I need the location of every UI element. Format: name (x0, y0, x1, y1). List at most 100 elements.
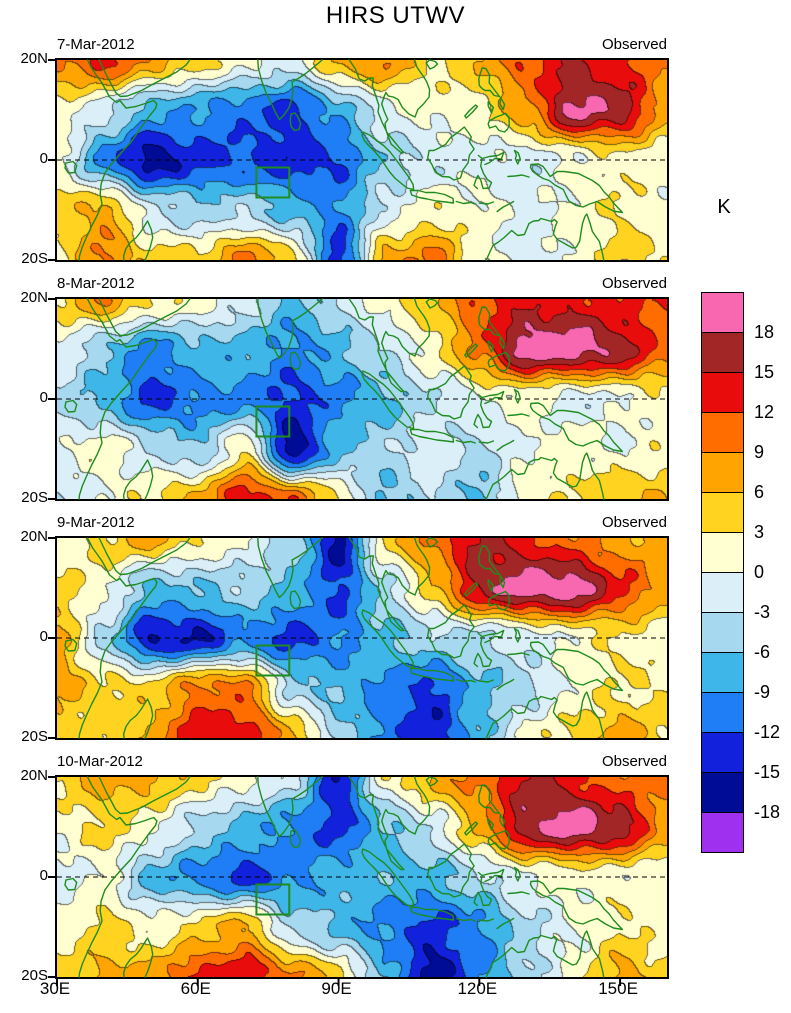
coastline-path (487, 579, 495, 592)
coastline-path (427, 604, 475, 659)
coastline-path (481, 390, 505, 405)
panel-observed-label: Observed (601, 275, 667, 292)
coastline-path (427, 126, 475, 181)
coastline-path (507, 174, 530, 178)
coastline-path (473, 632, 493, 668)
coastline-path (464, 821, 479, 836)
colorbar-cell (701, 532, 744, 573)
coastline-path (409, 906, 455, 921)
y-axis-tick-label: 20N (20, 528, 48, 545)
coastline-path (478, 918, 495, 922)
coastline-path (361, 370, 415, 430)
coastline-path (425, 298, 439, 309)
coastline-path (496, 439, 515, 452)
coastline-path (487, 590, 510, 611)
coastline-path (78, 537, 158, 739)
coastline-path (487, 101, 495, 114)
study-region-box (255, 405, 291, 438)
coastline-path (78, 298, 158, 500)
y-axis-tick-label: 0 (39, 867, 48, 884)
panel-date-label: 8-Mar-2012 (57, 275, 135, 292)
map-panel (48, 536, 669, 740)
coastline-path (409, 189, 455, 204)
coastline-path (487, 112, 510, 133)
coastline-path (122, 937, 154, 978)
map-panel (48, 297, 669, 501)
colorbar-tick-label: -6 (754, 642, 771, 662)
colorbar-cell (701, 292, 744, 333)
coastline-path (478, 201, 495, 205)
coastline-path (478, 545, 501, 576)
coastline-path (78, 776, 158, 978)
map-overlay (48, 298, 667, 500)
x-axis-tick-label: 150E (598, 979, 638, 998)
coastline-path (478, 679, 495, 683)
colorbar-cell (701, 732, 744, 773)
coastlines (64, 298, 624, 500)
coastline-path (487, 340, 495, 353)
colorbar-cell (701, 412, 744, 453)
coastline-path (361, 131, 415, 191)
panel-header: 7-Mar-2012 Observed (55, 36, 667, 56)
study-region-box (255, 166, 291, 199)
coastline-path (478, 440, 495, 444)
coastline-path (455, 439, 476, 444)
x-axis-tick-label: 120E (457, 979, 498, 998)
colorbar-tick-label: -3 (754, 602, 771, 622)
colorbar-tick-label: 15 (754, 362, 775, 382)
colorbar-cell (701, 452, 744, 493)
coastline-path (473, 871, 493, 907)
coastline-path (425, 537, 439, 548)
panel-date-label: 9-Mar-2012 (57, 514, 135, 531)
coastline-path (64, 638, 78, 652)
map-overlay (48, 776, 667, 986)
panel-observed-label: Observed (601, 514, 667, 531)
coastline-path (499, 813, 506, 828)
panel-date-label: 10-Mar-2012 (57, 753, 143, 770)
coastline-path (361, 848, 415, 908)
coastline-path (513, 388, 521, 404)
coastline-path (409, 667, 455, 682)
coastlines (64, 776, 624, 978)
y-axis-tick-label: 20N (20, 289, 48, 306)
y-axis-tick-label: 0 (39, 628, 48, 645)
coastline-path (455, 200, 476, 205)
y-axis-tick-label: 20S (21, 728, 48, 745)
panel-date-label: 7-Mar-2012 (57, 36, 135, 53)
coastline-path (409, 428, 455, 443)
coastline-path (98, 776, 191, 815)
x-axis-tick-label: 30E (39, 979, 71, 998)
coastline-path (529, 402, 624, 453)
coastline-path (361, 609, 415, 669)
colorbar-tick-label: 12 (754, 402, 775, 422)
coastline-path (464, 343, 479, 358)
coastline-path (478, 784, 501, 815)
coastline-path (98, 59, 191, 98)
colorbar-cell (701, 692, 744, 733)
coastline-path (455, 917, 476, 922)
coastline-path (257, 537, 323, 599)
coastline-path (257, 298, 323, 360)
coastline-path (257, 59, 323, 121)
coastline-path (64, 877, 78, 891)
coastline-path (478, 306, 501, 337)
coastline-path (485, 930, 605, 978)
x-axis-tick-label: 90E (321, 979, 352, 998)
coastline-path (487, 351, 510, 372)
coastline-path (499, 574, 506, 589)
map-overlay (48, 59, 667, 261)
coastline-path (529, 641, 624, 692)
colorbar-cell (701, 812, 744, 853)
coastline-path (427, 843, 475, 898)
coastline-path (122, 698, 154, 739)
colorbar-tick-label: -12 (754, 722, 781, 742)
coastline-path (529, 163, 624, 214)
colorbar-cell (701, 332, 744, 373)
colorbar-cell (701, 652, 744, 693)
coastline-path (64, 399, 78, 413)
colorbar (701, 292, 744, 853)
map-panel (48, 775, 669, 986)
coastline-path (464, 104, 479, 119)
coastline-path (98, 537, 191, 576)
